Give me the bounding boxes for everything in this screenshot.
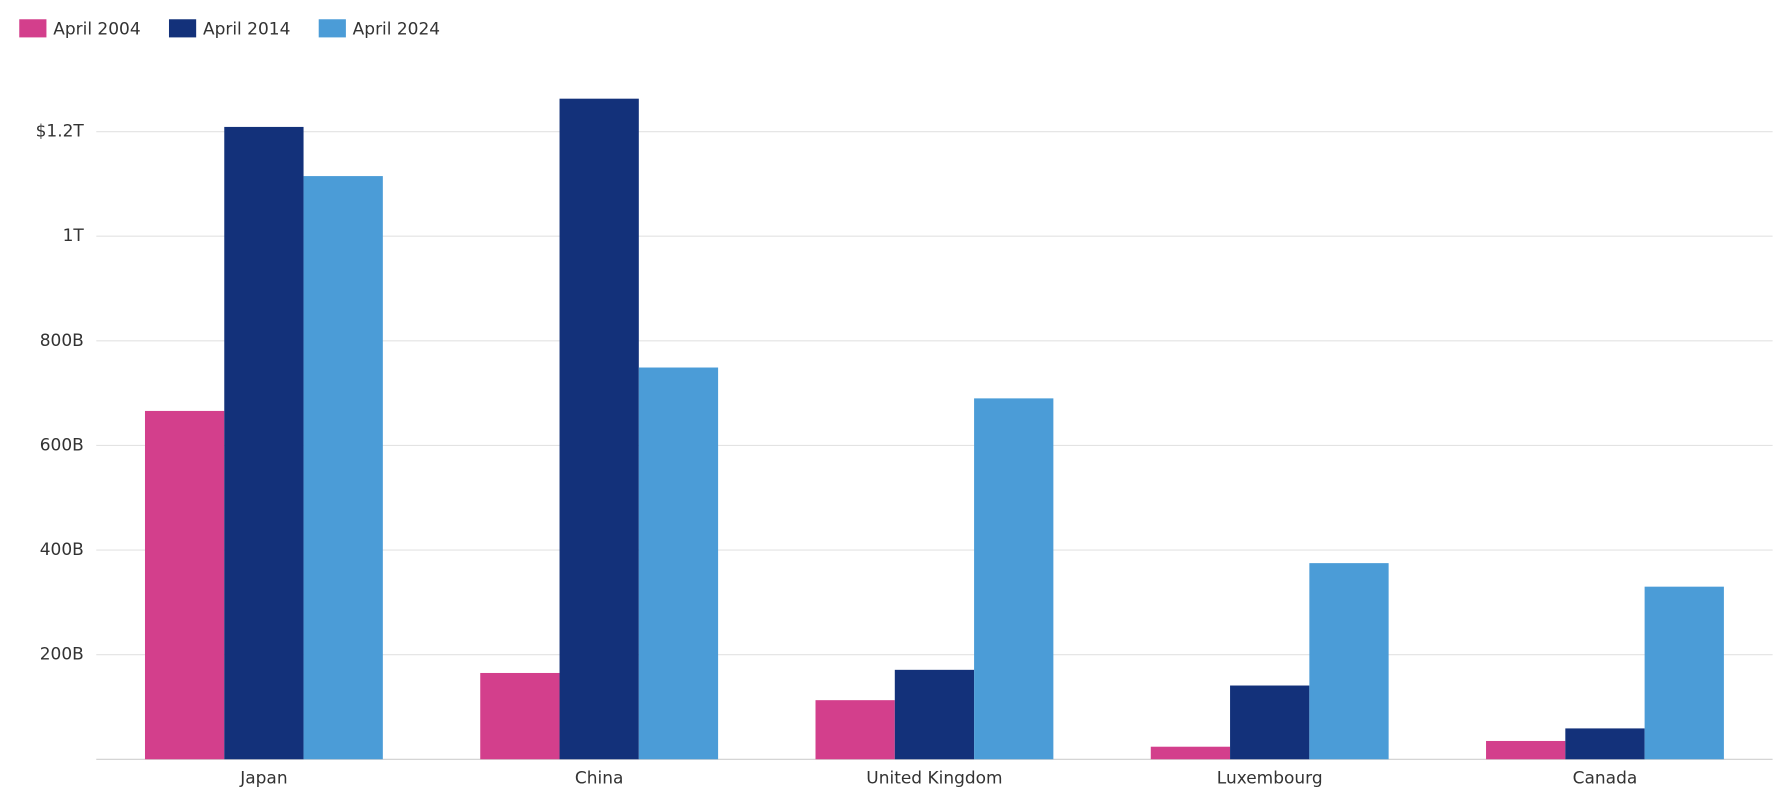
legend-swatch [318, 19, 346, 38]
bar [638, 367, 719, 760]
legend-label: April 2004 [53, 19, 140, 39]
bar [1150, 746, 1231, 760]
x-tick-label: China [575, 769, 624, 789]
legend-swatch [168, 19, 197, 38]
bar [303, 176, 383, 760]
y-tick-label: 800B [40, 331, 84, 351]
bar [144, 410, 225, 760]
y-tick-label: 400B [40, 540, 84, 560]
legend-label: April 2024 [353, 19, 440, 39]
x-tick-label: United Kingdom [866, 769, 1002, 789]
bar [1565, 728, 1645, 760]
y-tick-label: 1T [63, 226, 85, 246]
x-tick-label: Japan [239, 769, 287, 789]
legend-label: April 2014 [203, 19, 290, 39]
bar [1644, 586, 1724, 760]
x-tick-label: Canada [1573, 769, 1638, 789]
bar [224, 126, 304, 760]
y-tick-label: 200B [40, 645, 84, 665]
y-tick-label: 600B [40, 435, 84, 455]
bar [1309, 563, 1389, 760]
bar [559, 98, 639, 760]
legend-swatch [19, 19, 47, 38]
bar [815, 700, 895, 760]
bar [480, 672, 560, 760]
bar [1230, 685, 1310, 760]
bar [894, 669, 975, 760]
x-tick-label: Luxembourg [1217, 769, 1323, 789]
bar [974, 398, 1054, 760]
bar [1486, 740, 1566, 760]
y-tick-label: $1.2T [36, 122, 85, 142]
